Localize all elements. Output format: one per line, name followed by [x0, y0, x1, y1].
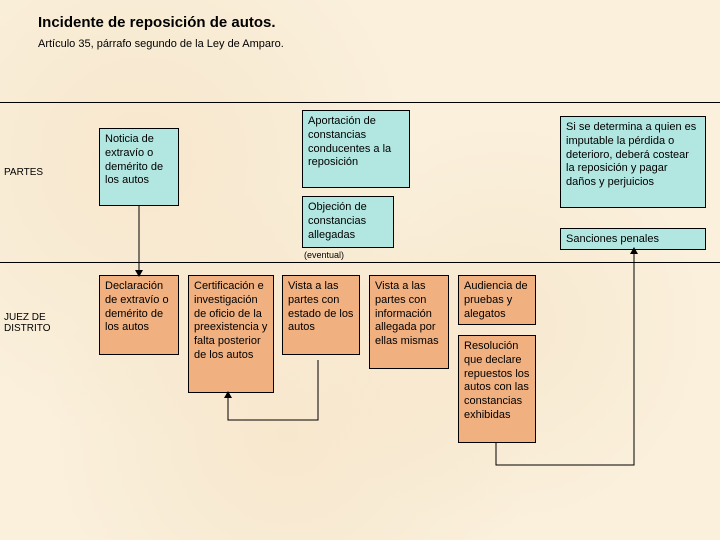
page-title: Incidente de reposición de autos. [38, 14, 276, 31]
swimlane-divider-top [0, 102, 720, 103]
page-subtitle: Artículo 35, párrafo segundo de la Ley d… [38, 38, 284, 50]
box-vista1: Vista a las partes con estado de los aut… [282, 275, 360, 355]
swimlane-divider-mid [0, 262, 720, 263]
note-eventual: (eventual) [304, 250, 344, 260]
box-declaracion: Declaración de extravío o demérito de lo… [99, 275, 179, 355]
box-determina: Si se determina a quien es imputable la … [560, 116, 706, 208]
row-label-juez: JUEZ DE DISTRITO [4, 312, 50, 334]
box-aportacion: Aportación de constancias conducentes a … [302, 110, 410, 188]
box-sanciones: Sanciones penales [560, 228, 706, 250]
box-objecion: Objeción de constancias allegadas [302, 196, 394, 248]
row-label-partes: PARTES [4, 167, 43, 178]
box-resolucion: Resolución que declare repuestos los aut… [458, 335, 536, 443]
box-certificacion: Certificación e investigación de oficio … [188, 275, 274, 393]
box-noticia: Noticia de extravío o demérito de los au… [99, 128, 179, 206]
flow-arrows [0, 0, 720, 540]
box-audiencia: Audiencia de pruebas y alegatos [458, 275, 536, 325]
box-vista2: Vista a las partes con información alleg… [369, 275, 449, 369]
